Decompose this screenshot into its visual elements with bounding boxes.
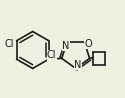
Text: N: N <box>62 41 70 51</box>
Text: Cl: Cl <box>4 39 14 49</box>
Text: Cl: Cl <box>47 50 56 60</box>
Text: O: O <box>84 39 92 49</box>
Text: N: N <box>74 60 81 70</box>
